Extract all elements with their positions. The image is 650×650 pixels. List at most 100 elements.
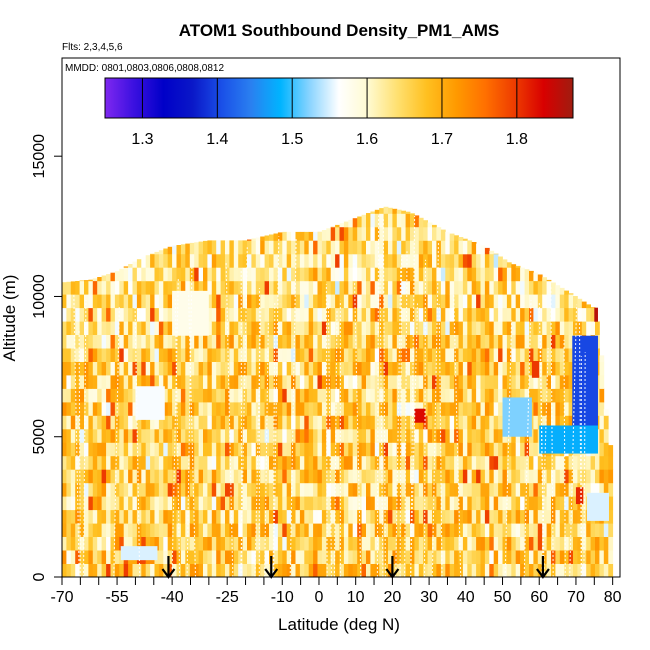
heatmap-cell [392,348,398,362]
heatmap-cell [101,388,107,403]
heatmap-cell [511,267,517,282]
heatmap-cell [229,307,235,322]
heatmap-cell [480,455,486,470]
heatmap-cell [401,321,406,335]
heatmap-cell [233,280,239,295]
heatmap-cell [489,334,495,349]
heatmap-cell [145,536,151,551]
heatmap-cell [75,348,80,362]
heatmap-cell [233,442,239,457]
heatmap-cell [141,536,147,551]
heatmap-cell [207,550,213,564]
heatmap-cell [480,496,486,511]
heatmap-cell [189,375,195,389]
heatmap-cell [520,361,525,376]
heatmap-cell [295,523,301,537]
heatmap-cell [167,375,173,389]
heatmap-cell [132,280,138,295]
heatmap-cell [515,361,521,376]
heatmap-cell [520,321,525,335]
heatmap-cell [361,401,367,416]
heatmap-cell [357,415,362,430]
heatmap-cell [172,536,177,551]
heatmap-cell [295,231,301,241]
heatmap-cell [476,482,481,497]
heatmap-cell [141,307,147,322]
heatmap-cell [66,294,72,309]
heatmap-cell [114,509,120,524]
heatmap-cell [458,523,464,537]
heatmap-cell [515,321,521,335]
heatmap-cell [462,240,468,255]
heatmap-cell [476,536,481,551]
heatmap-cell [383,550,389,564]
heatmap-cell [471,361,477,376]
heatmap-cell [304,375,310,389]
heatmap-cell [564,334,569,349]
heatmap-cell [84,388,89,403]
heatmap-cell [203,509,208,524]
heatmap-cell [330,496,336,511]
heatmap-cell [145,294,151,309]
heatmap-cell [207,267,213,282]
heatmap-cell [524,294,530,309]
heatmap-cell [366,375,371,389]
heatmap-cell [432,496,437,511]
heatmap-cell [546,415,552,430]
heatmap-cell [163,496,169,511]
heatmap-cell [454,321,459,335]
heatmap-cell [432,267,437,282]
heatmap-cell [432,294,437,309]
heatmap-cell [405,550,411,564]
heatmap-cell [445,307,451,322]
heatmap-cell [291,321,296,335]
heatmap-cell [542,550,547,564]
heatmap-cell [269,536,274,551]
heatmap-cell [458,240,464,255]
heatmap-cell [273,253,279,268]
high-density-patch [594,307,598,322]
heatmap-cell [449,401,455,416]
heatmap-cell [423,428,428,443]
heatmap-cell [476,455,481,470]
heatmap-cell [427,428,433,443]
heatmap-cell [62,563,67,577]
heatmap-cell [423,375,428,389]
heatmap-cell [308,509,314,524]
heatmap-cell [141,280,147,295]
heatmap-cell [163,334,169,349]
heatmap-cell [573,550,578,564]
heatmap-cell [295,348,301,362]
heatmap-cell [273,361,279,376]
x-tick-label: -25 [216,589,239,606]
heatmap-cell [167,361,173,376]
heatmap-cell [101,523,107,537]
heatmap-cell [335,550,340,564]
heatmap-cell [282,442,288,457]
heatmap-cell [216,240,221,255]
heatmap-cell [70,509,76,524]
heatmap-cell [352,240,358,255]
heatmap-cell [339,401,345,416]
heatmap-cell [392,307,398,322]
heatmap-cell [180,428,186,443]
heatmap-cell [216,415,221,430]
heatmap-cell [92,536,98,551]
heatmap-cell [225,415,230,430]
heatmap-cell [339,240,345,255]
heatmap-cell [449,240,455,255]
heatmap-cell [172,415,177,430]
heatmap-cell [79,307,85,322]
heatmap-cell [423,496,428,511]
heatmap-cell [440,375,446,389]
heatmap-cell [542,536,547,551]
heatmap-cell [269,469,274,484]
heatmap-cell [462,253,468,268]
heatmap-cell [502,469,508,484]
heatmap-cell [269,375,274,389]
heatmap-cell [480,253,486,268]
heatmap-cell [343,523,349,537]
heatmap-cell [506,536,512,551]
heatmap-cell [484,247,490,255]
dates-annotation: MMDD: 0801,0803,0806,0808,0812 [65,63,224,74]
